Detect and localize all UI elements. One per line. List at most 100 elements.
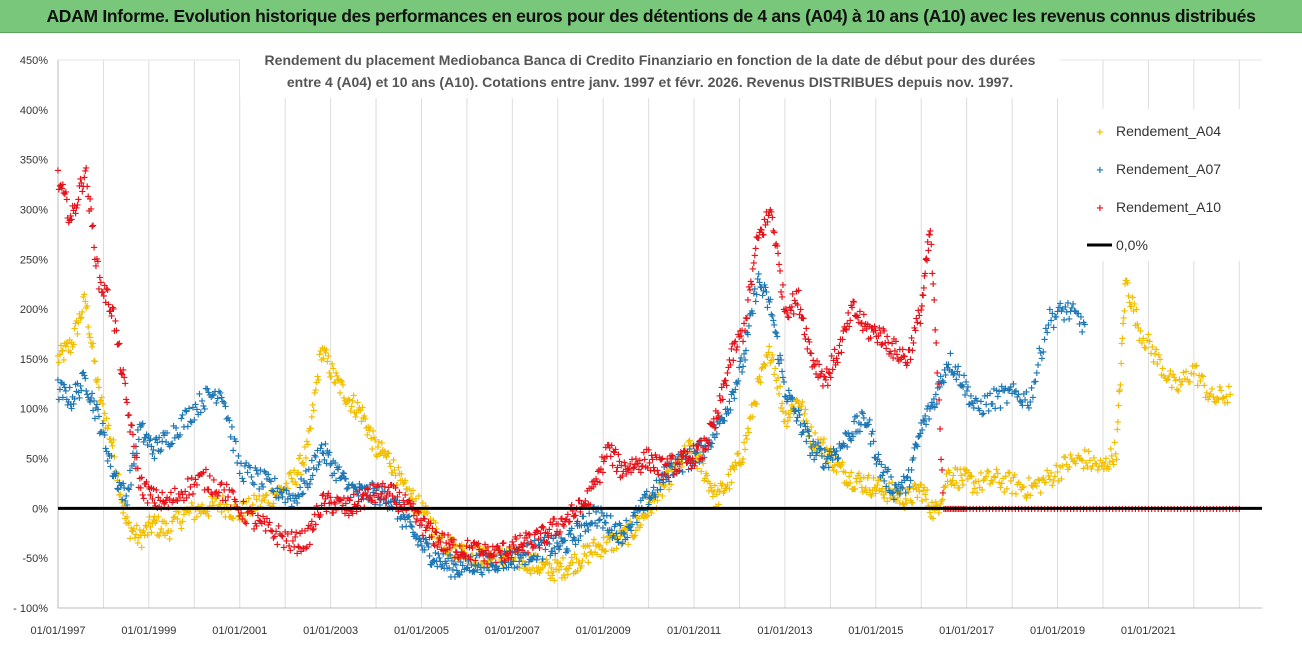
data-point: + — [701, 473, 709, 484]
data-point: + — [1209, 392, 1217, 403]
data-point: + — [1042, 477, 1050, 488]
data-point: + — [794, 398, 802, 409]
data-point: + — [723, 480, 731, 491]
data-point: + — [813, 442, 821, 453]
data-point: + — [293, 470, 301, 481]
data-point: + — [982, 471, 990, 482]
data-point: + — [1039, 473, 1047, 484]
data-point: + — [978, 485, 986, 496]
data-point: + — [317, 440, 325, 451]
data-point: + — [352, 408, 360, 419]
data-point: + — [673, 467, 681, 478]
y-tick-label: 450% — [20, 55, 48, 67]
data-point: + — [963, 466, 971, 477]
data-point: + — [632, 526, 640, 537]
data-point: + — [191, 400, 199, 411]
data-point: + — [592, 541, 600, 552]
data-point: + — [105, 451, 113, 462]
data-point: + — [852, 473, 860, 484]
data-point: + — [911, 481, 919, 492]
data-point: + — [228, 513, 236, 524]
data-point: + — [228, 422, 236, 433]
data-point: + — [1221, 398, 1229, 409]
data-point: + — [895, 487, 903, 498]
data-point: + — [89, 221, 97, 232]
data-point: + — [927, 240, 935, 251]
data-point: + — [783, 422, 791, 433]
data-point: + — [807, 422, 815, 433]
data-point: + — [365, 495, 373, 506]
data-point: + — [748, 280, 756, 291]
data-point: + — [84, 322, 92, 333]
data-point: + — [1003, 484, 1011, 495]
data-point: + — [753, 374, 761, 385]
data-point: + — [703, 470, 711, 481]
data-point: + — [466, 551, 474, 562]
data-point: + — [375, 437, 383, 448]
data-point: + — [1132, 305, 1140, 316]
data-point: + — [933, 368, 941, 379]
data-point: + — [155, 433, 163, 444]
data-point: + — [672, 467, 680, 478]
data-point: + — [1218, 393, 1226, 404]
data-point: + — [614, 537, 622, 548]
data-point: + — [602, 546, 610, 557]
data-point: + — [75, 393, 83, 404]
data-point: + — [379, 486, 387, 497]
data-point: + — [512, 545, 520, 556]
data-point: + — [720, 486, 728, 497]
data-point: + — [433, 534, 441, 545]
data-point: + — [94, 405, 102, 416]
data-point: + — [290, 466, 298, 477]
data-point: + — [69, 399, 77, 410]
data-point: + — [682, 451, 690, 462]
data-point: + — [318, 343, 326, 354]
data-point: + — [315, 457, 323, 468]
data-point: + — [538, 563, 546, 574]
data-point: + — [120, 483, 128, 494]
data-point: + — [1070, 456, 1078, 467]
data-point: + — [599, 545, 607, 556]
data-point: + — [286, 494, 294, 505]
data-point: + — [184, 421, 192, 432]
data-point: + — [99, 419, 107, 430]
data-point: + — [77, 312, 85, 323]
data-point: + — [938, 465, 946, 476]
data-point: + — [119, 478, 127, 489]
data-point: + — [1181, 374, 1189, 385]
data-point: + — [1081, 320, 1089, 331]
data-point: + — [677, 452, 685, 463]
data-point: + — [776, 382, 784, 393]
data-point: + — [540, 559, 548, 570]
data-point: + — [611, 530, 619, 541]
data-point: + — [489, 553, 497, 564]
data-point: + — [295, 454, 303, 465]
data-point: + — [1035, 475, 1043, 486]
data-point: + — [400, 512, 408, 523]
data-point: + — [292, 493, 300, 504]
data-point: + — [979, 475, 987, 486]
data-point: + — [706, 478, 714, 489]
data-point: + — [1038, 474, 1046, 485]
data-point: + — [63, 338, 71, 349]
data-point: + — [299, 489, 307, 500]
data-point: + — [543, 558, 551, 569]
data-point: + — [387, 468, 395, 479]
y-tick-label: - 100% — [13, 603, 48, 615]
data-point: + — [349, 483, 357, 494]
data-point: + — [919, 485, 927, 496]
data-point: + — [1026, 491, 1034, 502]
data-point: + — [473, 550, 481, 561]
data-point: + — [398, 522, 406, 533]
data-point: + — [411, 507, 419, 518]
data-point: + — [90, 243, 98, 254]
data-point: + — [197, 407, 205, 418]
data-point: + — [1143, 335, 1151, 346]
data-point: + — [954, 483, 962, 494]
data-point: + — [343, 397, 351, 408]
data-point: + — [287, 474, 295, 485]
data-point: + — [70, 394, 78, 405]
data-point: + — [1113, 424, 1121, 435]
data-point: + — [853, 477, 861, 488]
data-point: + — [641, 511, 649, 522]
